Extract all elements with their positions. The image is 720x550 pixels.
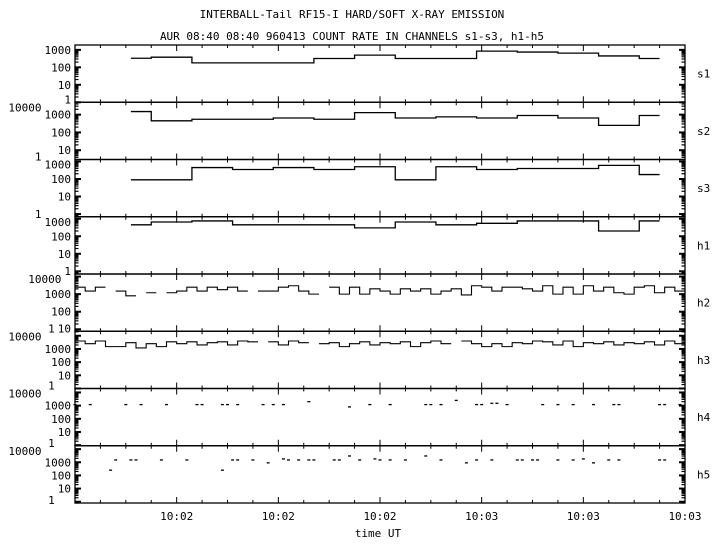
y-tick-label: 100 — [51, 413, 71, 426]
y-tick-label: 10 — [58, 483, 71, 496]
y-tick-label: 1 — [48, 380, 55, 393]
y-tick-label: 1000 — [45, 456, 72, 469]
panel-frame — [74, 387, 686, 447]
series-h3-line — [75, 340, 685, 349]
panel-frame — [74, 445, 686, 504]
y-tick-labels: 1010010001010010001010010001010010001010… — [8, 44, 71, 507]
y-tick-label: 10 — [58, 322, 71, 335]
y-tick-label: 100 — [51, 173, 71, 186]
x-tick-label: 10:02 — [160, 510, 193, 523]
panel-h3: h3 — [74, 330, 710, 390]
chart-title: INTERBALL-Tail RF15-I HARD/SOFT X-RAY EM… — [200, 8, 505, 21]
panel-s1: s1 — [74, 44, 710, 104]
y-tick-label: 10000 — [8, 101, 41, 114]
y-tick-label: 1 — [35, 151, 42, 164]
y-tick-label: 10 — [58, 426, 71, 439]
x-tick-label: 10:03 — [465, 510, 498, 523]
panel-s2: s2 — [74, 101, 710, 161]
y-tick-label: 100 — [51, 126, 71, 139]
x-tick-label: 10:03 — [567, 510, 600, 523]
x-tick-label: 10:02 — [363, 510, 396, 523]
y-tick-label: 1 — [48, 437, 55, 450]
channel-label: s2 — [697, 125, 710, 138]
x-axis-label: time UT — [355, 527, 402, 540]
y-tick-label: 1 — [35, 208, 42, 221]
y-tick-label: 1 — [48, 494, 55, 507]
series-s2-line — [130, 110, 660, 127]
y-tick-label: 100 — [51, 356, 71, 369]
panel-h4: h4 — [73, 387, 711, 447]
y-tick-label: 1 — [64, 265, 71, 278]
y-tick-label: 100 — [51, 306, 71, 319]
y-tick-label: 10 — [58, 369, 71, 382]
panel-s3: s3 — [74, 158, 710, 218]
chart-subtitle: AUR 08:40 08:40 960413 COUNT RATE IN CHA… — [160, 30, 544, 43]
series-s1-line — [130, 50, 660, 64]
panel-h1: h1 — [74, 216, 710, 275]
panel-frame — [74, 273, 686, 332]
y-tick-label: 100 — [51, 61, 71, 74]
y-tick-label: 100 — [51, 469, 71, 482]
y-tick-label: 1000 — [45, 44, 72, 57]
channel-label: h2 — [697, 297, 710, 310]
channel-label: s1 — [697, 68, 710, 81]
y-tick-label: 1000 — [45, 400, 72, 413]
panels: s1 s2 s3 h1 h2 h3 h4 h5 — [73, 44, 711, 504]
y-tick-label: 10000 — [8, 445, 41, 458]
x-axis: 10:02 10:02 10:02 10:03 10:03 10:03 — [160, 510, 701, 523]
channel-label: h5 — [697, 468, 710, 481]
y-tick-label: 1 — [64, 93, 71, 106]
y-tick-label: 10000 — [28, 273, 61, 286]
y-tick-label: 10 — [58, 191, 71, 204]
series-s3-line — [130, 164, 660, 181]
channel-label: h1 — [697, 239, 710, 252]
y-tick-label: 1000 — [45, 343, 72, 356]
y-tick-label: 1000 — [45, 216, 72, 229]
panel-frame — [74, 330, 686, 390]
series-h2-line — [75, 285, 685, 297]
panel-frame — [74, 101, 686, 161]
panel-frame — [74, 216, 686, 275]
y-tick-label: 1000 — [45, 109, 72, 122]
y-tick-label: 1000 — [45, 288, 72, 301]
y-tick-label: 10 — [58, 144, 71, 157]
y-tick-label: 10000 — [8, 330, 41, 343]
y-tick-label: 10 — [58, 248, 71, 261]
channel-label: h3 — [697, 354, 710, 367]
y-tick-label: 10 — [58, 79, 71, 92]
y-tick-label: 100 — [51, 230, 71, 243]
y-tick-label: 1 — [48, 322, 55, 335]
channel-label: h4 — [697, 411, 711, 424]
channel-label: s3 — [697, 182, 710, 195]
y-tick-label: 1000 — [45, 159, 72, 172]
x-tick-label: 10:02 — [262, 510, 295, 523]
panel-h2: h2 — [74, 273, 710, 332]
y-tick-label: 10000 — [8, 388, 41, 401]
x-tick-label: 10:03 — [668, 510, 701, 523]
panel-h5: h5 — [74, 445, 710, 504]
series-h1-line — [130, 220, 660, 232]
